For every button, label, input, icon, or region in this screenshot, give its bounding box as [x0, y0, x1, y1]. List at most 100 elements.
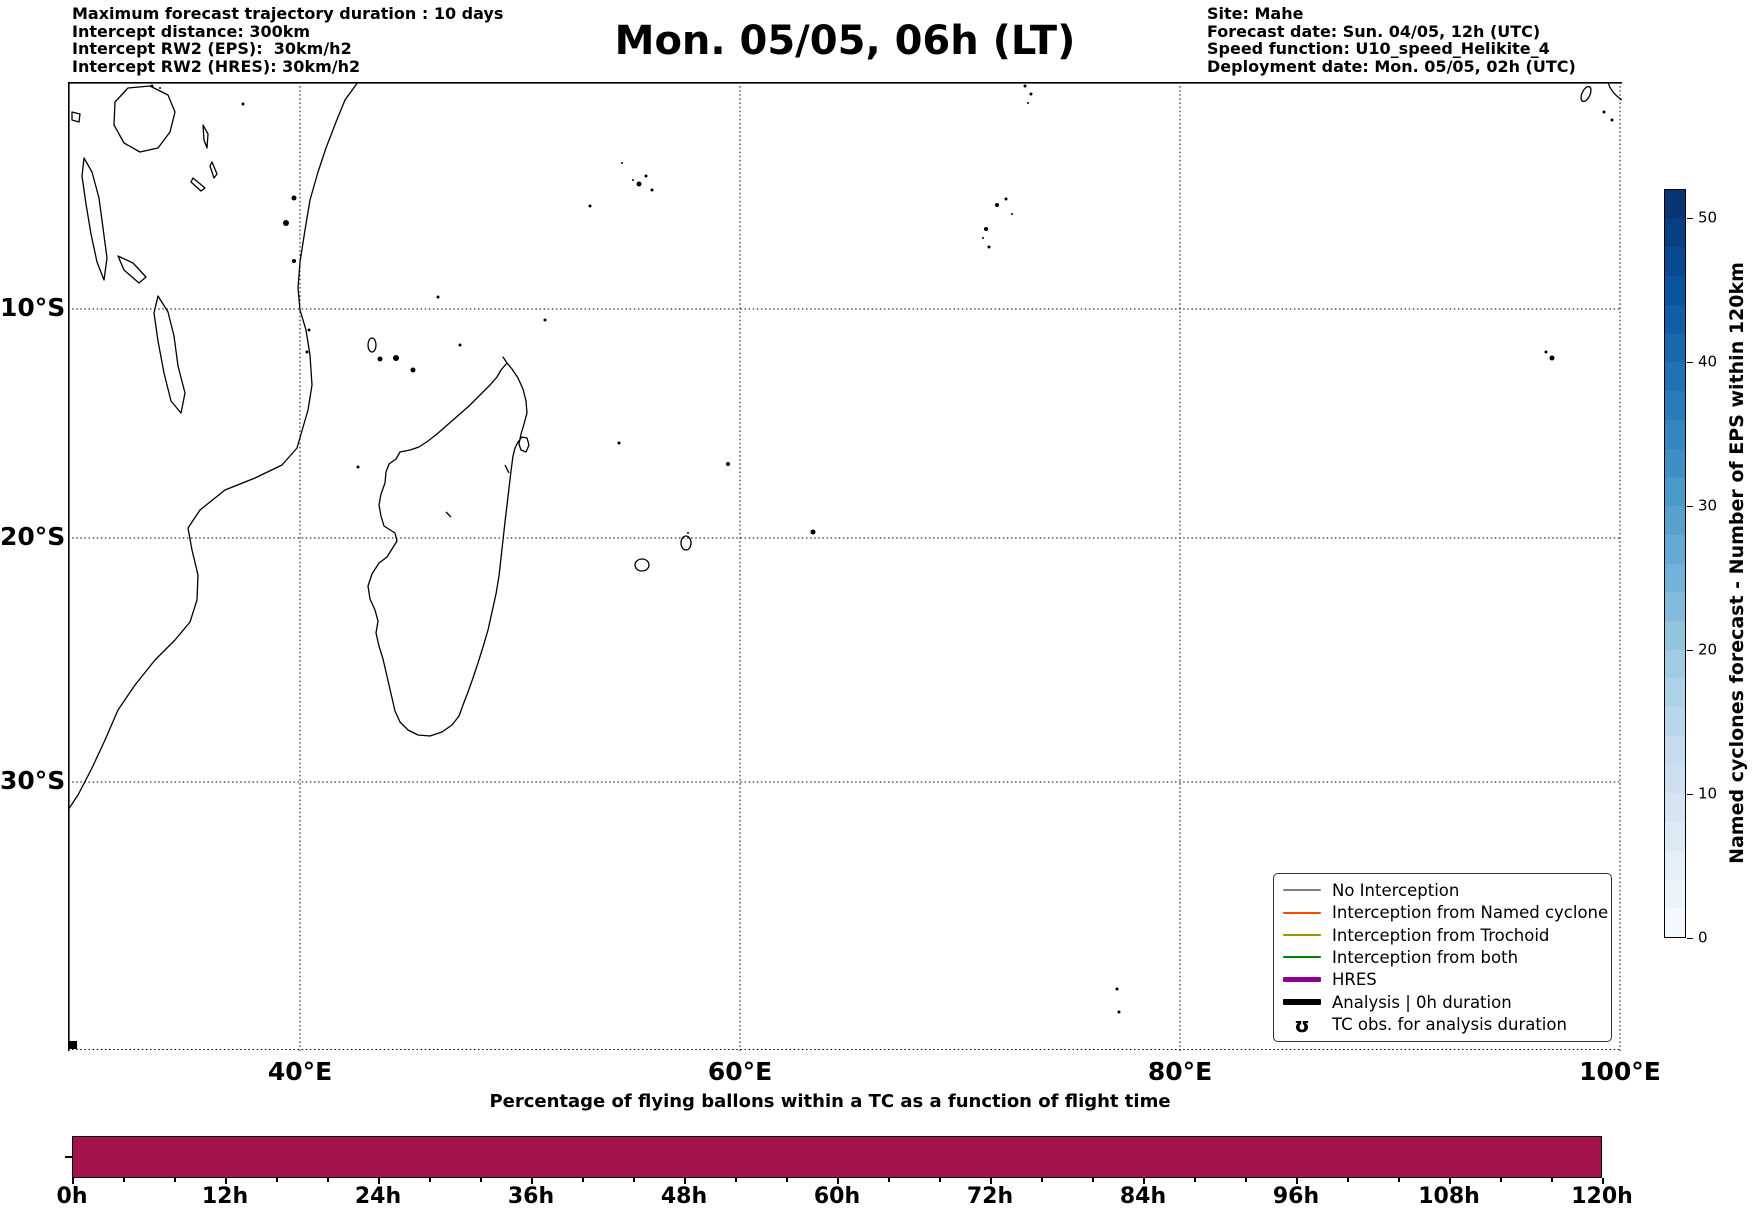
- legend-line: [1283, 999, 1321, 1006]
- colorbar-ticklabel-0: 0: [1698, 928, 1708, 947]
- island-aldabra: [436, 295, 440, 299]
- colorbar-segment: [1665, 391, 1685, 420]
- island-bird: [621, 162, 623, 164]
- island-cocos-2: [1549, 355, 1555, 361]
- island-pemba: [291, 195, 297, 201]
- bar-minor-tick: [327, 1178, 329, 1182]
- island-farquhar: [543, 318, 547, 322]
- map-ytick-30S: 30°S: [0, 766, 66, 795]
- lake-alaotra: [445, 511, 452, 518]
- legend-item-4: Interception from both: [1274, 946, 1611, 968]
- coastline-madagascar: [367, 356, 530, 737]
- legend-item-3: Interception from Trochoid: [1274, 924, 1611, 946]
- bar-minor-tick: [123, 1178, 125, 1182]
- legend-line-sample: [1283, 956, 1321, 959]
- colorbar-segment: [1665, 793, 1685, 823]
- island-zanzibar: [283, 220, 289, 226]
- colorbar-segment: [1665, 247, 1685, 277]
- island-seychelles-3: [650, 188, 654, 192]
- bar-xticklabel-84h: 84h: [1119, 1184, 1167, 1209]
- bar-minor-tick: [1551, 1178, 1553, 1182]
- bar-major-tick: [1449, 1178, 1451, 1184]
- header-right-metadata: Site: Mahe Forecast date: Sun. 04/05, 12h…: [1207, 5, 1576, 75]
- island-juan-de-nova: [356, 465, 360, 469]
- bar-minor-tick: [939, 1178, 941, 1182]
- lake-malawi: [153, 295, 186, 414]
- colorbar-tickmark: [1687, 361, 1693, 364]
- bar-minor-tick: [1194, 1178, 1196, 1182]
- map-legend: No Interception Interception from Named c…: [1273, 873, 1612, 1042]
- cyclone-symbol-icon: ʊ: [1294, 1012, 1310, 1037]
- island-mahe: [636, 181, 642, 187]
- bar-xticklabel-0h: 0h: [56, 1184, 88, 1209]
- colorbar-tickmark: [1687, 217, 1693, 220]
- small-lake-dot: [241, 102, 245, 106]
- bar-minor-tick: [1041, 1178, 1043, 1182]
- bar-xticklabel-120h: 120h: [1571, 1184, 1633, 1209]
- island-amirantes: [588, 204, 592, 208]
- header-right-line-3: Speed function: U10_speed_Helikite_4: [1207, 39, 1550, 58]
- map-panel: [68, 82, 1622, 1051]
- island-sainte-marie: [504, 464, 510, 474]
- colorbar-segment: [1665, 707, 1685, 736]
- bar-minor-tick: [429, 1178, 431, 1182]
- colorbar-label: Named cyclones forecast - Number of EPS …: [1726, 262, 1748, 864]
- lake-edge-fragment: [71, 111, 81, 123]
- island-kerimba: [307, 328, 311, 332]
- legend-label: Analysis | 0h duration: [1332, 992, 1512, 1012]
- map-ytick-10S: 10°S: [0, 293, 66, 322]
- bar-major-tick: [378, 1178, 380, 1184]
- colorbar-segment: [1665, 592, 1685, 622]
- bar-minor-tick: [276, 1178, 278, 1182]
- colorbar-segment: [1665, 822, 1685, 851]
- header-left-line-1: Maximum forecast trajectory duration : 1…: [72, 4, 504, 23]
- bar-xticklabel-108h: 108h: [1418, 1184, 1480, 1209]
- island-maldives-1: [1023, 84, 1027, 88]
- coastline-sumatra-fragment: [1607, 82, 1622, 101]
- island-dots: [69, 84, 1614, 1049]
- island-mauritius-islet: [687, 532, 689, 534]
- bar-xticklabel-72h: 72h: [966, 1184, 1014, 1209]
- legend-item-6: Analysis | 0h duration: [1274, 991, 1611, 1013]
- island-sumatra-dot-2: [1610, 118, 1614, 122]
- colorbar-segment: [1665, 362, 1685, 392]
- colorbar-segment: [1665, 764, 1685, 794]
- legend-label: No Interception: [1332, 880, 1460, 900]
- bar-minor-tick: [174, 1178, 176, 1182]
- colorbar-segment: [1665, 333, 1685, 363]
- colorbar-segment: [1665, 879, 1685, 909]
- bar-minor-tick: [1245, 1178, 1247, 1182]
- legend-line: [1283, 934, 1321, 937]
- header-right-line-2: Forecast date: Sun. 04/05, 12h (UTC): [1207, 21, 1541, 41]
- island-chagos-1: [995, 203, 999, 207]
- bar-minor-tick: [1347, 1178, 1349, 1182]
- colorbar-segment: [1665, 276, 1685, 305]
- island-chagos-2: [1004, 197, 1008, 201]
- corner-land-fragment: [69, 1041, 77, 1049]
- colorbar-segment: [1665, 621, 1685, 650]
- bar-minor-tick: [735, 1178, 737, 1182]
- bottom-chart-bar: [72, 1136, 1602, 1178]
- colorbar-segment: [1665, 218, 1685, 248]
- island-tromelin: [617, 441, 621, 445]
- colorbar-segment: [1665, 534, 1685, 564]
- colorbar-segment: [1665, 563, 1685, 593]
- bar-minor-tick: [1500, 1178, 1502, 1182]
- header-left-metadata: Maximum forecast trajectory duration : 1…: [72, 5, 503, 75]
- island-reunion: [634, 558, 650, 572]
- bar-xticklabel-24h: 24h: [354, 1184, 402, 1209]
- coastline-east-africa: [68, 82, 359, 811]
- island-cocos-1: [1544, 350, 1548, 354]
- bar-major-tick: [225, 1178, 227, 1184]
- header-left-line-4: Intercept RW2 (HRES): 30km/h2: [72, 56, 361, 76]
- colorbar-segment: [1665, 190, 1685, 219]
- lake-speke-dot: [150, 84, 154, 88]
- colorbar-ticklabel-40: 40: [1698, 352, 1718, 371]
- island-chagos-3: [1011, 213, 1013, 215]
- colorbar-ticklabel-30: 30: [1698, 496, 1718, 515]
- map-spines: [68, 82, 1622, 1051]
- island-maldives-3: [1027, 102, 1029, 104]
- colorbar-segment: [1665, 304, 1685, 334]
- bar-minor-tick: [786, 1178, 788, 1182]
- lake-speke-dot-2: [159, 87, 161, 89]
